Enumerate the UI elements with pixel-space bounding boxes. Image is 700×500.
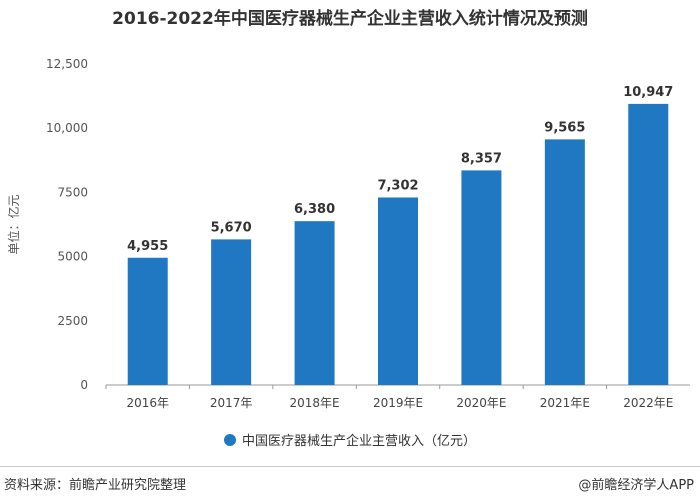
- y-tick-label: 12,500: [46, 57, 88, 71]
- legend: 中国医疗器械生产企业主营收入（亿元）: [0, 430, 700, 449]
- bar: [127, 257, 168, 385]
- x-axis-ticks: 2016年 2017年 2018年E 2019年E 2020年E 2021年E 2022年E: [105, 385, 673, 410]
- y-tick-label: 10,000: [46, 121, 88, 135]
- bar-value-label: 4,955: [127, 239, 168, 254]
- y-tick-label: 0: [80, 378, 88, 392]
- legend-swatch: [223, 434, 236, 446]
- bar: [211, 239, 252, 385]
- x-tick-label: 2020年E: [456, 396, 506, 410]
- bar-value-label: 8,357: [461, 151, 502, 166]
- bar: [544, 139, 585, 385]
- x-tick-label: 2019年E: [373, 396, 423, 410]
- y-axis-label-group: 单位：亿元: [6, 194, 21, 254]
- y-tick-label: 5000: [57, 250, 88, 264]
- bars: [127, 103, 669, 385]
- chart-title: 2016-2022年中国医疗器械生产企业主营收入统计情况及预测: [112, 9, 588, 29]
- bar-value-label: 5,670: [211, 220, 252, 235]
- x-tick-label: 2018年E: [290, 396, 340, 410]
- bar-value-label: 6,380: [294, 202, 335, 217]
- x-tick-label: 2021年E: [540, 396, 590, 410]
- bar: [294, 221, 335, 385]
- y-tick-label: 2500: [57, 314, 88, 328]
- credit-text: @前瞻经济学人APP: [578, 478, 694, 493]
- bar-value-label: 9,565: [544, 120, 585, 135]
- x-tick-label: 2017年: [210, 396, 253, 410]
- bar: [378, 197, 418, 385]
- source-note: 资料来源：前瞻产业研究院整理: [4, 478, 187, 493]
- y-axis-ticks: 0 2500 5000 7500 10,000 12,500: [46, 57, 88, 392]
- y-axis-label: 单位：亿元: [6, 194, 21, 254]
- footer-divider: [0, 466, 700, 467]
- bar-value-labels: 4,955 5,670 6,380 7,302 8,357 9,565 10,947: [127, 85, 673, 254]
- legend-label: 中国医疗器械生产企业主营收入（亿元）: [241, 434, 476, 449]
- y-tick-label: 7500: [57, 185, 88, 199]
- bar: [461, 170, 502, 385]
- bar-value-label: 7,302: [377, 178, 418, 193]
- bar: [628, 103, 669, 385]
- bar-value-label: 10,947: [623, 85, 673, 100]
- x-tick-label: 2016年: [126, 396, 169, 410]
- x-tick-label: 2022年E: [623, 396, 673, 410]
